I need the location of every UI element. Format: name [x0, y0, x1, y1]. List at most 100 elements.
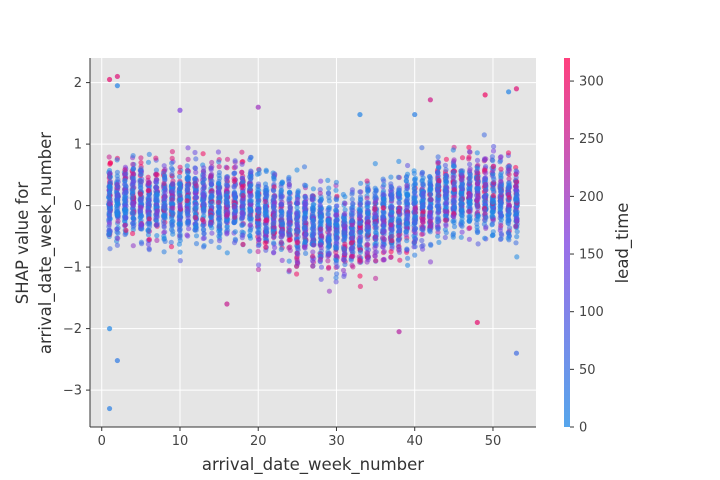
data-point — [404, 246, 410, 252]
data-point — [114, 83, 120, 89]
data-point — [106, 219, 113, 226]
data-point — [286, 216, 292, 222]
data-point — [475, 213, 481, 219]
data-point — [154, 201, 160, 207]
data-point — [428, 204, 434, 211]
data-point — [483, 182, 489, 188]
data-point — [216, 159, 222, 165]
data-point — [395, 224, 401, 230]
data-point — [372, 245, 378, 251]
data-point — [357, 249, 363, 255]
data-point — [177, 186, 183, 192]
data-point — [177, 164, 183, 170]
data-point — [443, 191, 449, 197]
data-point — [404, 204, 410, 211]
data-point — [389, 191, 395, 198]
data-point — [161, 230, 167, 236]
data-point — [176, 174, 183, 180]
data-point — [428, 192, 434, 198]
data-point — [474, 157, 481, 163]
data-point — [239, 184, 245, 191]
data-point — [427, 97, 433, 103]
data-point — [333, 275, 339, 281]
data-point — [349, 222, 355, 228]
data-point — [153, 215, 159, 221]
data-point — [412, 195, 418, 201]
data-point — [403, 178, 409, 184]
data-point — [122, 194, 128, 200]
data-point — [442, 175, 449, 181]
data-point — [263, 194, 269, 200]
data-point — [161, 221, 167, 227]
data-point — [373, 275, 379, 281]
data-point — [396, 191, 402, 197]
data-point — [301, 244, 308, 250]
data-point — [428, 197, 434, 203]
data-point — [224, 165, 230, 171]
data-point — [365, 219, 371, 225]
data-point — [395, 174, 401, 180]
data-point — [130, 188, 136, 194]
data-point — [333, 207, 339, 213]
data-point — [177, 228, 183, 234]
data-point — [256, 187, 262, 193]
data-point — [247, 248, 253, 254]
data-point — [491, 176, 497, 182]
data-point — [216, 164, 222, 170]
data-point — [350, 264, 356, 270]
data-point — [154, 237, 160, 243]
data-point — [106, 201, 113, 207]
data-point — [396, 246, 402, 252]
data-point — [122, 182, 128, 188]
data-point — [365, 257, 371, 263]
data-point — [208, 238, 214, 244]
data-point — [185, 174, 192, 180]
data-point — [192, 214, 198, 221]
data-point — [497, 198, 504, 204]
data-point — [255, 214, 261, 220]
data-point — [513, 211, 520, 217]
y-tick-label: −2 — [63, 322, 82, 337]
data-point — [436, 239, 442, 245]
data-point — [491, 143, 497, 150]
x-tick-label: 20 — [250, 434, 267, 449]
data-point — [381, 223, 387, 230]
data-point — [442, 234, 448, 241]
data-point — [287, 205, 293, 211]
data-point — [411, 201, 417, 207]
data-point — [130, 178, 136, 184]
data-point — [428, 223, 434, 229]
data-point — [514, 169, 520, 175]
data-point — [514, 234, 520, 240]
data-point — [318, 242, 324, 248]
data-point — [177, 107, 183, 113]
data-point — [435, 226, 441, 232]
data-point — [294, 271, 300, 277]
data-point — [130, 230, 136, 237]
data-point — [443, 204, 449, 210]
data-point — [185, 145, 191, 151]
data-point — [466, 149, 473, 155]
data-point — [428, 185, 434, 191]
data-point — [342, 211, 348, 217]
data-point — [513, 240, 519, 246]
data-point — [420, 190, 426, 197]
data-point — [333, 279, 339, 285]
data-point — [513, 350, 520, 356]
data-point — [256, 236, 262, 242]
data-point — [334, 228, 340, 234]
data-point — [262, 240, 268, 246]
data-point — [170, 205, 176, 211]
data-point — [397, 257, 403, 263]
data-point — [475, 195, 481, 201]
data-point — [443, 181, 449, 187]
data-point — [193, 194, 199, 200]
data-point — [396, 187, 402, 193]
data-point — [161, 233, 167, 239]
data-point — [333, 212, 339, 218]
data-point — [442, 185, 449, 191]
data-point — [333, 236, 339, 242]
data-point — [295, 200, 301, 206]
data-point — [325, 265, 332, 271]
data-point — [169, 200, 175, 206]
